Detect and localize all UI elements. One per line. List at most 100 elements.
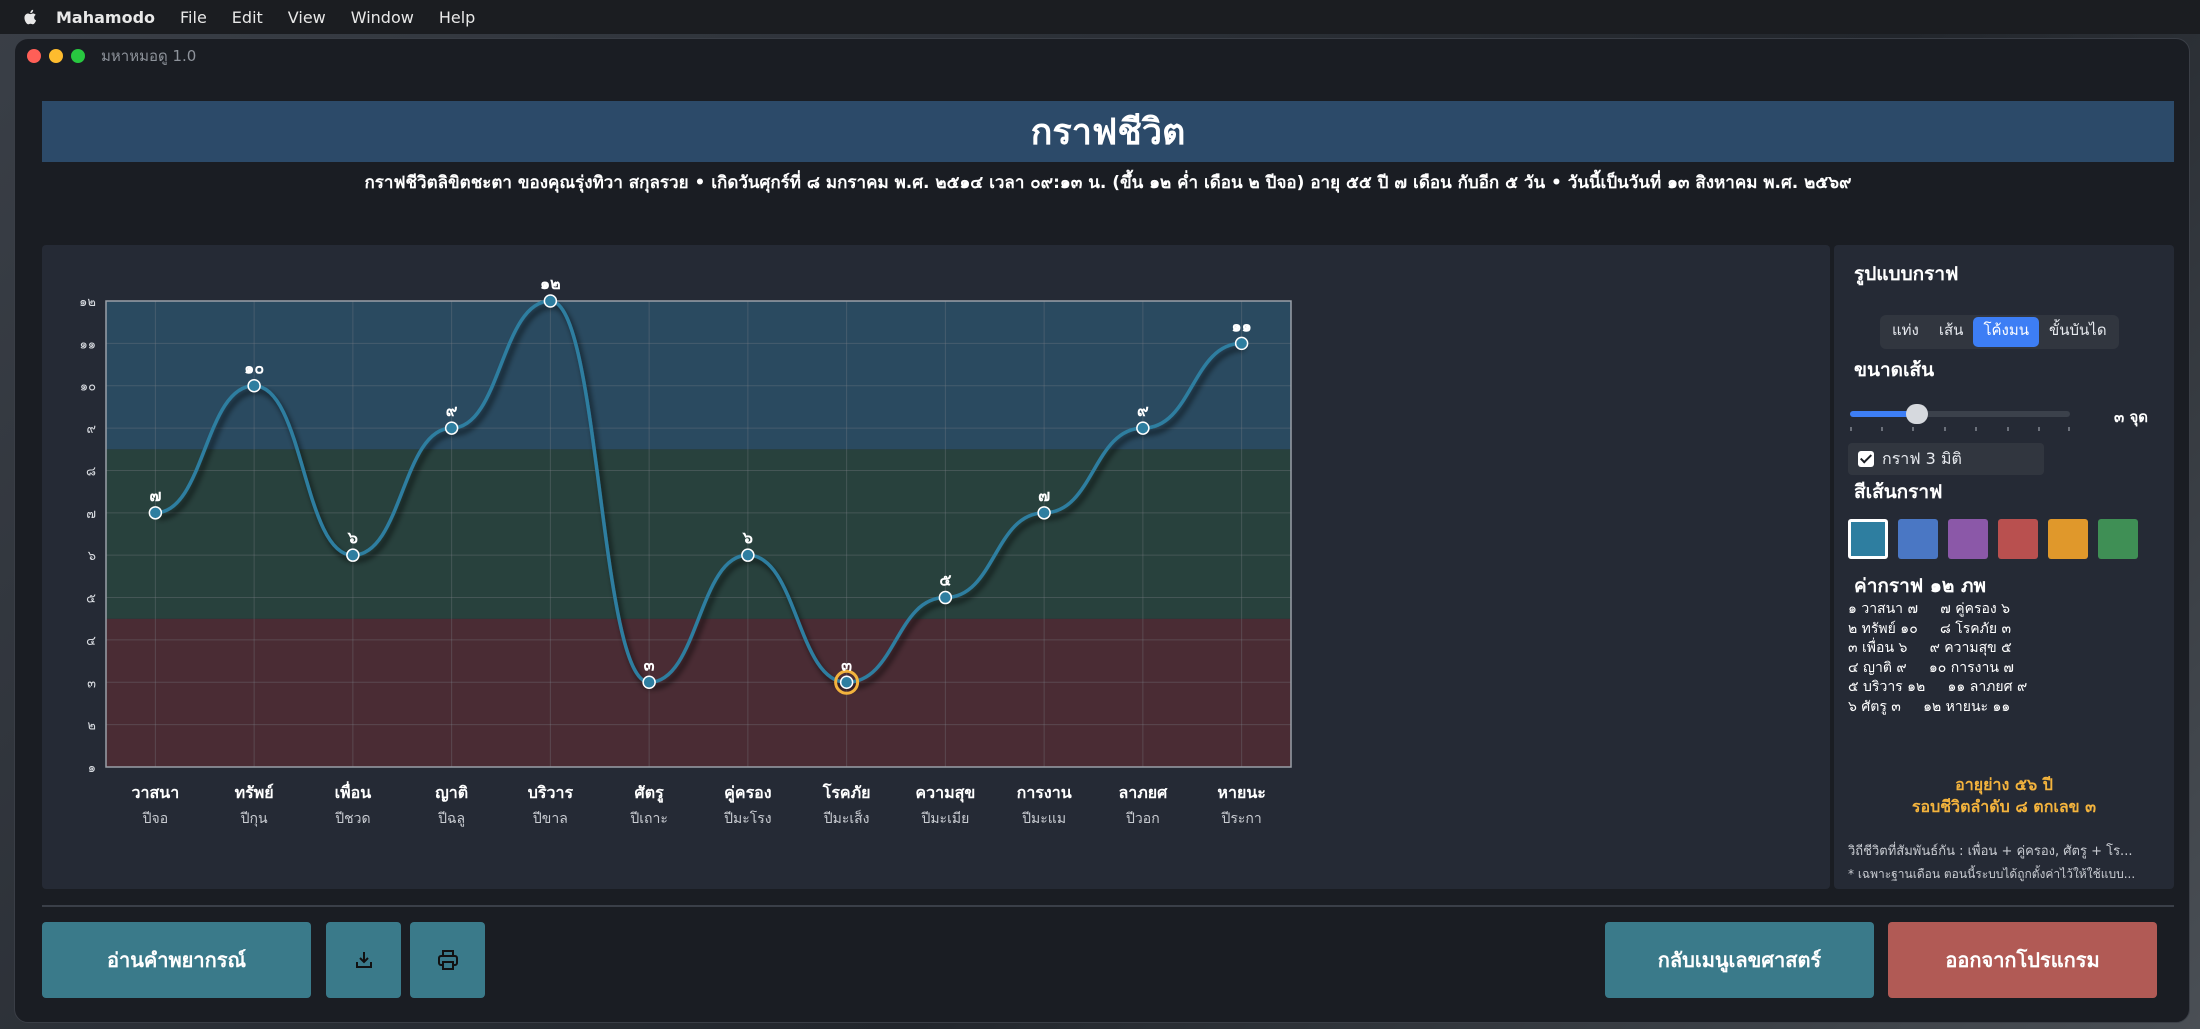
slider-track	[1850, 411, 2070, 417]
menu-view[interactable]: View	[287, 7, 326, 27]
y-tick-label: ๑๐	[80, 380, 96, 395]
data-label: ๑๐	[244, 359, 264, 378]
y-tick-label: ๓	[87, 676, 96, 691]
color-swatch-teal[interactable]	[1848, 519, 1888, 559]
exit-program-button[interactable]: ออกจากโปรแกรม	[1888, 922, 2157, 998]
data-label: ๗	[149, 486, 161, 505]
life-graph-chart: ๑๒๓๔๕๖๗๘๙๑๐๑๑๑๒๗๑๐๖๙๑๒๓๖๓๕๗๙๑๑วาสนาปีจอท…	[79, 274, 1292, 827]
graph-style-segmented-control: แท่ง เส้น โค้งมน ขั้นบันได	[1880, 315, 2119, 349]
data-point	[938, 590, 953, 605]
color-swatch-green[interactable]	[2098, 519, 2138, 559]
x-tick-label: โรคภัย	[822, 782, 871, 802]
line-width-slider[interactable]	[1850, 404, 2070, 431]
data-label: ๖	[347, 528, 358, 547]
menu-window[interactable]: Window	[350, 7, 414, 27]
data-label: ๕	[939, 571, 951, 590]
chart-band	[106, 449, 1291, 619]
data-point	[642, 675, 656, 690]
three-d-checkbox[interactable]: กราฟ 3 มิติ	[1848, 443, 2044, 475]
data-label: ๖	[742, 528, 753, 547]
graph-values-line: ๑ วาสนา ๗ ๗ คู่ครอง ๖	[1848, 601, 2011, 617]
footnote: * เฉพาะฐานเดือน ตอนนี้ระบบได้ถูกตั้งค่าไ…	[1848, 867, 2136, 881]
x-tick-label: การงาน	[1017, 783, 1072, 802]
color-swatch-blue[interactable]	[1898, 519, 1938, 559]
y-tick-label: ๙	[86, 422, 96, 437]
x-tick-sublabel: ปีจอ	[142, 811, 168, 827]
data-label: ๗	[1038, 486, 1050, 505]
download-icon	[355, 952, 372, 968]
slider-tick	[1912, 427, 1914, 431]
page-subtitle: กราฟชีวิตลิขิตชะตา ของคุณรุ่งทิวา สกุลรว…	[364, 173, 1852, 193]
apple-logo-icon[interactable]	[22, 8, 40, 26]
read-prediction-button[interactable]: อ่านคำพยากรณ์	[42, 922, 311, 998]
graph-style-curve-option[interactable]: โค้งมน	[1973, 317, 2039, 347]
graph-style-line-option[interactable]: เส้น	[1938, 321, 1964, 339]
slider-tick	[2038, 427, 2040, 431]
checkbox-checked-icon[interactable]	[1858, 451, 1874, 467]
x-tick-sublabel: ปีขาล	[532, 811, 567, 827]
x-tick-label: ญาติ	[435, 783, 468, 803]
save-download-button[interactable]	[326, 922, 401, 998]
x-tick-label: ศัตรู	[635, 783, 665, 804]
relation-note: วิถีชีวิตที่สัมพันธ์กัน : เพื่อน + คู่คร…	[1848, 844, 2133, 859]
y-tick-label: ๑๑	[79, 337, 96, 352]
life-cycle-summary: รอบชีวิตลำดับ ๘ ตกเลข ๓	[1911, 797, 2097, 816]
plot-frame	[105, 300, 1292, 768]
menu-app-name[interactable]: Mahamodo	[56, 7, 156, 27]
chart-band	[106, 618, 1291, 767]
x-tick-sublabel: ปีกุน	[240, 811, 268, 827]
graph-values-heading: ค่ากราฟ ๑๒ ภพ	[1854, 575, 1987, 597]
back-to-menu-button[interactable]: กลับเมนูเลขศาสตร์	[1605, 922, 1874, 998]
line-width-heading: ขนาดเส้น	[1854, 359, 1935, 381]
x-tick-sublabel: ปีมะเส็ง	[823, 809, 869, 827]
menu-edit[interactable]: Edit	[231, 7, 263, 27]
slider-knob[interactable]	[1906, 404, 1928, 424]
graph-values-line: ๒ ทรัพย์ ๑๐ ๘ โรคภัย ๓	[1848, 620, 2012, 637]
x-tick-label: ความสุข	[915, 783, 975, 803]
data-label: ๓	[644, 655, 655, 674]
graph-style-bar-option[interactable]: แท่ง	[1892, 321, 1919, 339]
divider	[42, 905, 2174, 907]
x-tick-sublabel: ปีมะเมีย	[921, 811, 969, 827]
window-title: มหาหมอดู 1.0	[101, 47, 197, 65]
data-point	[1234, 336, 1249, 351]
data-point	[543, 294, 558, 308]
slider-tick	[1850, 427, 1852, 431]
graph-values-line: ๕ บริวาร ๑๒ ๑๑ ลาภยศ ๙	[1848, 679, 2028, 696]
close-window-button[interactable]	[27, 49, 41, 63]
x-tick-sublabel: ปีฉลู	[438, 811, 465, 827]
menu-help[interactable]: Help	[438, 7, 476, 27]
slider-fill	[1850, 411, 1916, 417]
data-point	[1037, 506, 1051, 520]
highlighted-point-ring	[834, 669, 860, 695]
zoom-window-button[interactable]	[71, 49, 85, 63]
x-tick-sublabel: ปีวอก	[1126, 811, 1160, 827]
color-swatch-purple[interactable]	[1948, 519, 1988, 559]
graph-style-step-option[interactable]: ขั้นบันได	[2049, 321, 2107, 339]
x-tick-label: บริวาร	[528, 783, 574, 802]
data-point	[839, 675, 854, 690]
color-swatch-orange[interactable]	[2048, 519, 2088, 559]
page-title: กราฟชีวิต	[1030, 111, 1186, 153]
print-button[interactable]	[410, 922, 485, 998]
chart-band	[106, 301, 1291, 450]
slider-tick	[2068, 427, 2070, 431]
minimize-window-button[interactable]	[49, 49, 63, 63]
y-tick-label: ๔	[86, 634, 96, 649]
graph-settings-panel: รูปแบบกราฟ แท่ง เส้น โค้งมน ขั้นบันได ขน…	[1834, 245, 2174, 889]
data-point	[741, 548, 755, 562]
app-window: มหาหมอดู 1.0 กราฟชีวิต กราฟชีวิตลิขิตชะต…	[14, 38, 2190, 1023]
x-tick-label: ทรัพย์	[235, 783, 274, 802]
x-tick-sublabel: ปีระกา	[1221, 811, 1262, 827]
menu-file[interactable]: File	[180, 7, 207, 27]
color-swatch-red[interactable]	[1998, 519, 2038, 559]
slider-tick	[1881, 427, 1883, 431]
data-point	[346, 548, 360, 562]
data-label: ๑๒	[540, 274, 561, 293]
age-summary: อายุย่าง ๕๖ ปี	[1955, 775, 2053, 794]
slider-tick	[2007, 427, 2009, 431]
life-graph-panel: ๑๒๓๔๕๖๗๘๙๑๐ ๑๑ ๑๒๗๑๐๖๙๑๒๓๖๓๕๗๙๑๑ วาสนา ปีจอท…	[42, 245, 1830, 889]
data-point	[247, 378, 261, 393]
data-label: ๑๑	[1231, 316, 1251, 335]
data-label: ๙	[446, 401, 458, 420]
